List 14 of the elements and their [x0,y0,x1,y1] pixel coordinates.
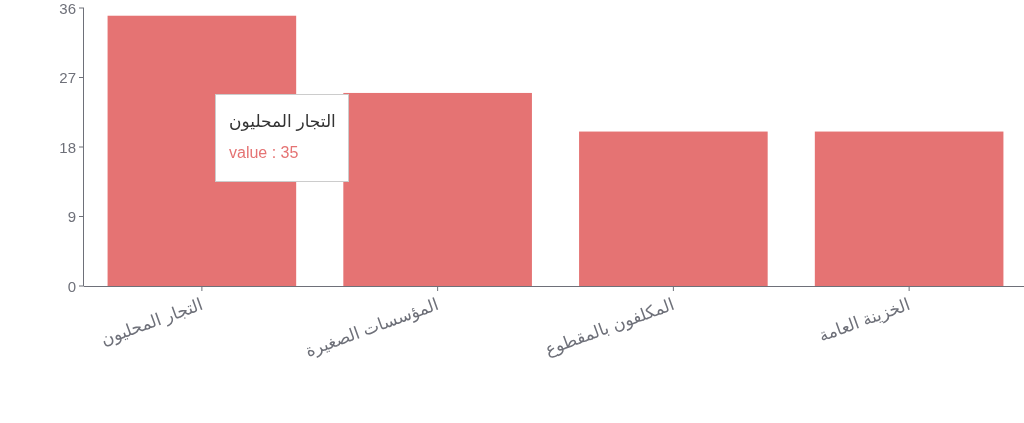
annotation: value : 35 [229,143,299,163]
y-tick-label: 18 [59,138,76,156]
x-tick-label: المؤسسات الصغيرة [302,294,441,361]
bar [343,92,532,286]
y-tick-label: 36 [59,0,76,17]
y-tick-label: 0 [67,277,76,295]
bar [579,131,768,286]
x-tick-label: الخزينة العامة [816,294,913,346]
x-tick-label: المكلفون بالمقطوع [542,294,678,361]
bar [814,131,1004,286]
y-tick-label: 9 [67,208,76,225]
y-tick-label: 27 [59,69,76,86]
x-tick-label: التجار المحليون [98,294,206,350]
annotation: التجار المحليون [229,111,336,133]
